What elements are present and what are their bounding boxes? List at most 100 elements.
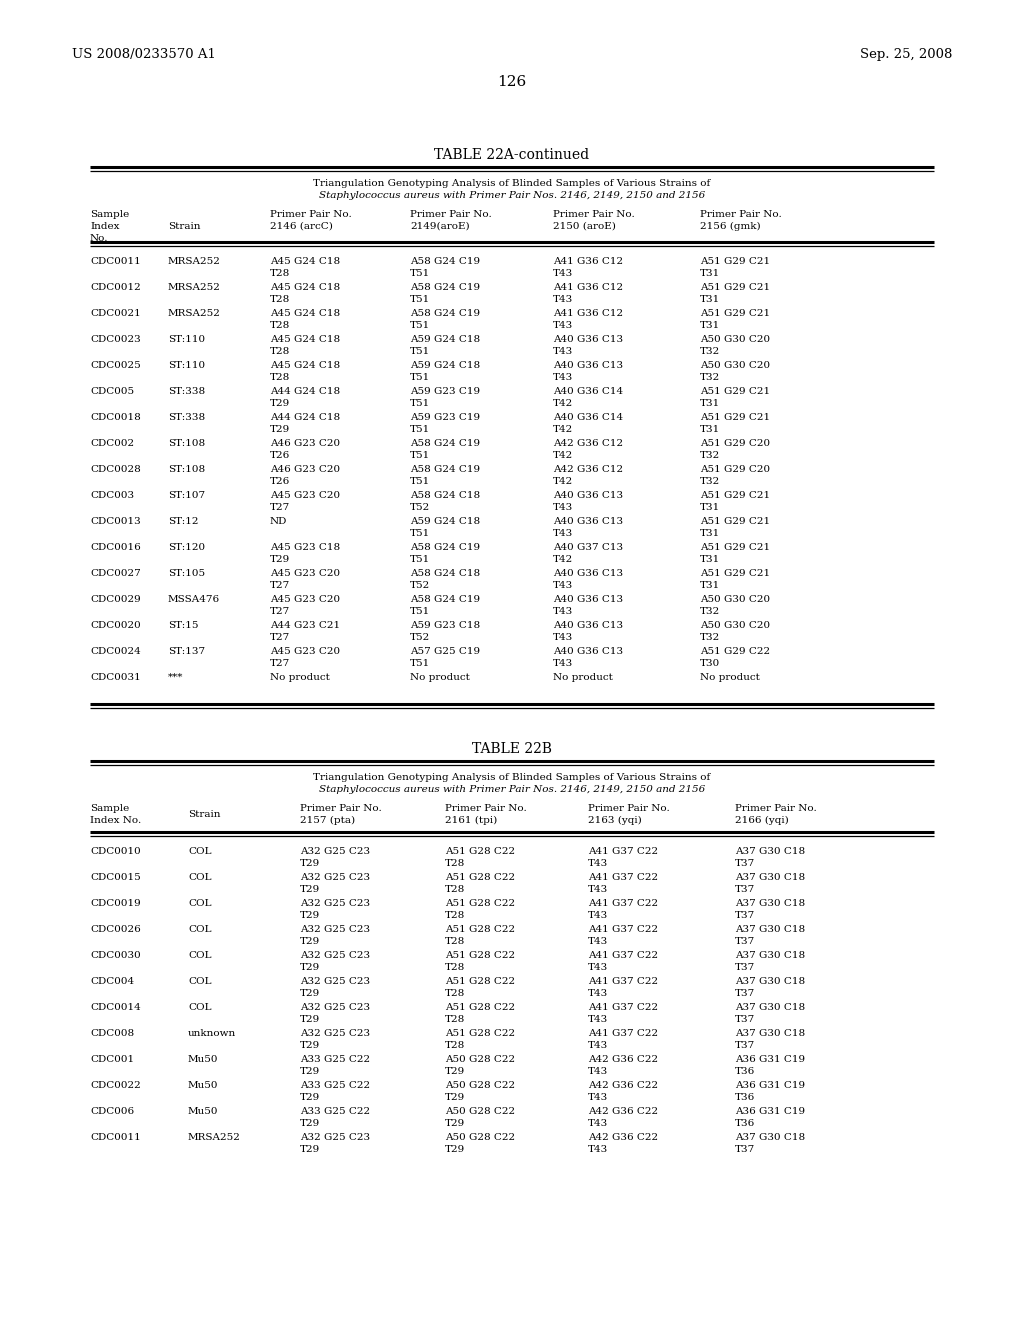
Text: ST:338: ST:338 [168,387,205,396]
Text: T42: T42 [553,425,573,434]
Text: A51 G29 C21: A51 G29 C21 [700,517,770,525]
Text: A41 G37 C22: A41 G37 C22 [588,899,658,908]
Text: A51 G29 C21: A51 G29 C21 [700,491,770,500]
Text: T37: T37 [735,964,756,972]
Text: T43: T43 [588,911,608,920]
Text: A42 G36 C22: A42 G36 C22 [588,1081,658,1090]
Text: A51 G28 C22: A51 G28 C22 [445,847,515,855]
Text: T31: T31 [700,269,720,279]
Text: T31: T31 [700,581,720,590]
Text: MSSA476: MSSA476 [168,595,220,605]
Text: A42 G36 C22: A42 G36 C22 [588,1055,658,1064]
Text: T32: T32 [700,374,720,381]
Text: T43: T43 [553,294,573,304]
Text: A51 G29 C20: A51 G29 C20 [700,440,770,447]
Text: T29: T29 [300,859,321,869]
Text: T51: T51 [410,294,430,304]
Text: T29: T29 [300,1144,321,1154]
Text: COL: COL [188,925,212,935]
Text: A51 G28 C22: A51 G28 C22 [445,1030,515,1038]
Text: T29: T29 [300,964,321,972]
Text: A36 G31 C19: A36 G31 C19 [735,1107,805,1115]
Text: T32: T32 [700,607,720,616]
Text: T29: T29 [300,911,321,920]
Text: CDC0011: CDC0011 [90,1133,140,1142]
Text: A51 G28 C22: A51 G28 C22 [445,925,515,935]
Text: A37 G30 C18: A37 G30 C18 [735,1133,805,1142]
Text: T31: T31 [700,425,720,434]
Text: A41 G37 C22: A41 G37 C22 [588,925,658,935]
Text: 2149(aroE): 2149(aroE) [410,222,470,231]
Text: No product: No product [270,673,330,682]
Text: A45 G24 C18: A45 G24 C18 [270,309,340,318]
Text: MRSA252: MRSA252 [168,282,221,292]
Text: T29: T29 [445,1093,465,1102]
Text: T37: T37 [735,911,756,920]
Text: COL: COL [188,899,212,908]
Text: CDC0030: CDC0030 [90,950,140,960]
Text: A46 G23 C20: A46 G23 C20 [270,440,340,447]
Text: T51: T51 [410,321,430,330]
Text: A44 G24 C18: A44 G24 C18 [270,413,340,422]
Text: MRSA252: MRSA252 [188,1133,241,1142]
Text: T36: T36 [735,1093,756,1102]
Text: ST:110: ST:110 [168,335,205,345]
Text: T36: T36 [735,1119,756,1129]
Text: A44 G24 C18: A44 G24 C18 [270,387,340,396]
Text: T36: T36 [735,1067,756,1076]
Text: T32: T32 [700,451,720,459]
Text: A57 G25 C19: A57 G25 C19 [410,647,480,656]
Text: CDC0025: CDC0025 [90,360,140,370]
Text: A40 G36 C13: A40 G36 C13 [553,595,624,605]
Text: A58 G24 C19: A58 G24 C19 [410,282,480,292]
Text: A51 G28 C22: A51 G28 C22 [445,873,515,882]
Text: T29: T29 [270,399,290,408]
Text: T51: T51 [410,477,430,486]
Text: T28: T28 [445,989,465,998]
Text: A41 G37 C22: A41 G37 C22 [588,950,658,960]
Text: A40 G36 C14: A40 G36 C14 [553,413,624,422]
Text: A32 G25 C23: A32 G25 C23 [300,977,370,986]
Text: COL: COL [188,977,212,986]
Text: A46 G23 C20: A46 G23 C20 [270,465,340,474]
Text: A45 G23 C20: A45 G23 C20 [270,569,340,578]
Text: CDC0028: CDC0028 [90,465,140,474]
Text: T43: T43 [588,1041,608,1049]
Text: TABLE 22A-continued: TABLE 22A-continued [434,148,590,162]
Text: T51: T51 [410,554,430,564]
Text: TABLE 22B: TABLE 22B [472,742,552,756]
Text: Strain: Strain [188,810,220,818]
Text: A51 G29 C21: A51 G29 C21 [700,309,770,318]
Text: T37: T37 [735,1015,756,1024]
Text: A32 G25 C23: A32 G25 C23 [300,873,370,882]
Text: A59 G24 C18: A59 G24 C18 [410,335,480,345]
Text: A51 G29 C20: A51 G29 C20 [700,465,770,474]
Text: T29: T29 [300,884,321,894]
Text: ST:110: ST:110 [168,360,205,370]
Text: COL: COL [188,1003,212,1012]
Text: A36 G31 C19: A36 G31 C19 [735,1081,805,1090]
Text: US 2008/0233570 A1: US 2008/0233570 A1 [72,48,216,61]
Text: T52: T52 [410,581,430,590]
Text: A51 G29 C21: A51 G29 C21 [700,543,770,552]
Text: T42: T42 [553,554,573,564]
Text: A59 G24 C18: A59 G24 C18 [410,360,480,370]
Text: Index No.: Index No. [90,816,141,825]
Text: A37 G30 C18: A37 G30 C18 [735,1003,805,1012]
Text: A45 G24 C18: A45 G24 C18 [270,282,340,292]
Text: T29: T29 [300,1093,321,1102]
Text: Primer Pair No.: Primer Pair No. [410,210,492,219]
Text: T31: T31 [700,321,720,330]
Text: T31: T31 [700,554,720,564]
Text: A50 G28 C22: A50 G28 C22 [445,1055,515,1064]
Text: T29: T29 [300,1067,321,1076]
Text: CDC002: CDC002 [90,440,134,447]
Text: ST:338: ST:338 [168,413,205,422]
Text: A51 G29 C21: A51 G29 C21 [700,257,770,267]
Text: A33 G25 C22: A33 G25 C22 [300,1107,370,1115]
Text: 2156 (gmk): 2156 (gmk) [700,222,761,231]
Text: T51: T51 [410,374,430,381]
Text: A32 G25 C23: A32 G25 C23 [300,1133,370,1142]
Text: CDC0016: CDC0016 [90,543,140,552]
Text: CDC004: CDC004 [90,977,134,986]
